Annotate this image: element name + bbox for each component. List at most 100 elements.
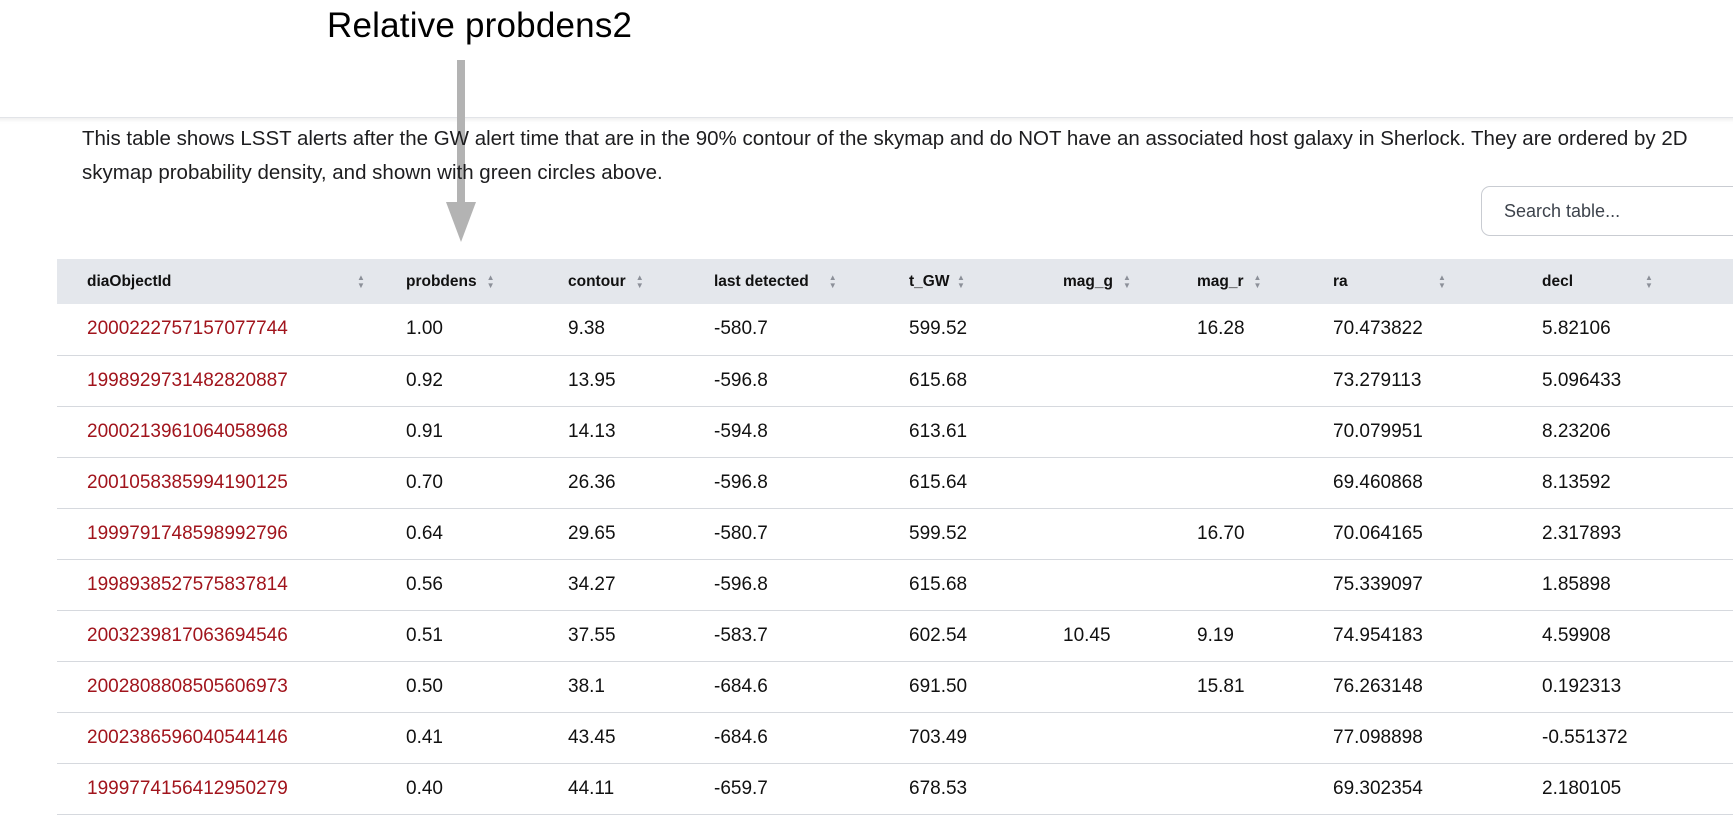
decl-cell: 8.23206 xyxy=(1542,420,1611,442)
last-detected-cell: -684.6 xyxy=(714,675,768,697)
t-gw-cell: 599.52 xyxy=(909,522,968,544)
mag-r-cell xyxy=(1167,457,1303,508)
table-row: 2000213961064058968 0.91 14.13 -594.8 61… xyxy=(57,406,1733,457)
t-gw-cell: 703.49 xyxy=(909,726,968,748)
mag-r-cell: 16.70 xyxy=(1197,522,1245,544)
contour-cell: 37.55 xyxy=(568,624,616,646)
mag-g-cell xyxy=(1033,712,1167,763)
mag-g-cell xyxy=(1033,763,1167,814)
contour-cell: 34.27 xyxy=(568,573,616,595)
table-row: 1999791748598992796 0.64 29.65 -580.7 59… xyxy=(57,508,1733,559)
table-row: 1999774156412950279 0.40 44.11 -659.7 67… xyxy=(57,763,1733,814)
mag-g-cell xyxy=(1033,661,1167,712)
skymap-panel xyxy=(0,0,1733,118)
last-detected-cell: -580.7 xyxy=(714,522,768,544)
column-header-label: probdens xyxy=(406,272,477,290)
ra-cell: 70.473822 xyxy=(1333,318,1423,340)
probdens-cell: 0.40 xyxy=(406,777,443,799)
mag-g-cell xyxy=(1033,304,1167,355)
sort-icon[interactable]: ▲ ▼ xyxy=(1438,272,1446,290)
ra-cell: 70.079951 xyxy=(1333,420,1423,442)
mag-r-cell xyxy=(1167,712,1303,763)
column-header-last-detected[interactable]: last detected ▲ ▼ xyxy=(684,259,879,304)
diaobjectid-cell: 2001058385994190125 xyxy=(57,457,376,508)
diaobjectid-link[interactable]: 2002808808505606973 xyxy=(87,675,288,697)
table-header-row: diaObjectId ▲ ▼ probdens ▲ ▼ contour ▲ ▼ last… xyxy=(57,259,1733,304)
contour-cell: 14.13 xyxy=(568,420,616,442)
decl-cell: 8.13592 xyxy=(1542,471,1611,493)
column-header-decl[interactable]: decl ▲ ▼ xyxy=(1512,259,1733,304)
diaobjectid-link[interactable]: 2000222757157077744 xyxy=(87,318,288,340)
t-gw-cell: 599.52 xyxy=(909,318,968,340)
ra-cell: 74.954183 xyxy=(1333,624,1423,646)
table-row: 2003239817063694546 0.51 37.55 -583.7 60… xyxy=(57,610,1733,661)
diaobjectid-link[interactable]: 1998938527575837814 xyxy=(87,573,288,595)
diaobjectid-link[interactable]: 2001058385994190125 xyxy=(87,471,288,493)
diaobjectid-cell: 1999791748598992796 xyxy=(57,508,376,559)
probdens-cell: 0.92 xyxy=(406,369,443,391)
diaobjectid-cell: 2002386596040544146 xyxy=(57,712,376,763)
alerts-table: diaObjectId ▲ ▼ probdens ▲ ▼ contour ▲ ▼ last… xyxy=(57,259,1733,815)
decl-cell: -0.551372 xyxy=(1542,726,1628,748)
diaobjectid-link[interactable]: 1999774156412950279 xyxy=(87,777,288,799)
sort-icon[interactable]: ▲ ▼ xyxy=(1253,272,1262,290)
mag-r-cell xyxy=(1167,559,1303,610)
sort-icon[interactable]: ▲ ▼ xyxy=(357,272,365,290)
column-header-ra[interactable]: ra ▲ ▼ xyxy=(1303,259,1512,304)
ra-cell: 76.263148 xyxy=(1333,675,1423,697)
sort-icon[interactable]: ▲ ▼ xyxy=(828,272,837,290)
mag-r-cell: 15.81 xyxy=(1197,675,1245,697)
decl-cell: 1.85898 xyxy=(1542,573,1611,595)
search-input[interactable] xyxy=(1481,186,1733,236)
diaobjectid-cell: 2002808808505606973 xyxy=(57,661,376,712)
table-row: 2000222757157077744 1.00 9.38 -580.7 599… xyxy=(57,304,1733,355)
mag-r-cell xyxy=(1167,355,1303,406)
column-header-label: mag_g xyxy=(1063,272,1113,290)
column-header-mag-r[interactable]: mag_r ▲ ▼ xyxy=(1167,259,1303,304)
diaobjectid-link[interactable]: 1999791748598992796 xyxy=(87,522,288,544)
sort-icon[interactable]: ▲ ▼ xyxy=(1645,272,1653,290)
table-row: 1998938527575837814 0.56 34.27 -596.8 61… xyxy=(57,559,1733,610)
diaobjectid-link[interactable]: 2002386596040544146 xyxy=(87,726,288,748)
t-gw-cell: 615.64 xyxy=(909,471,968,493)
diaobjectid-cell: 1998929731482820887 xyxy=(57,355,376,406)
last-detected-cell: -583.7 xyxy=(714,624,768,646)
sort-icon[interactable]: ▲ ▼ xyxy=(486,272,495,290)
contour-cell: 43.45 xyxy=(568,726,616,748)
t-gw-cell: 615.68 xyxy=(909,573,968,595)
mag-r-cell: 9.19 xyxy=(1197,624,1234,646)
decl-cell: 5.82106 xyxy=(1542,318,1611,340)
column-header-label: ra xyxy=(1333,272,1348,290)
annotation-label: Relative probdens2 xyxy=(327,6,633,45)
t-gw-cell: 691.50 xyxy=(909,675,968,697)
column-header-label: contour xyxy=(568,272,626,290)
diaobjectid-link[interactable]: 1998929731482820887 xyxy=(87,369,288,391)
sort-icon[interactable]: ▲ ▼ xyxy=(635,272,644,290)
sort-icon[interactable]: ▲ ▼ xyxy=(957,272,965,290)
diaobjectid-link[interactable]: 2000213961064058968 xyxy=(87,420,288,442)
column-header-label: mag_r xyxy=(1197,272,1244,290)
last-detected-cell: -596.8 xyxy=(714,369,768,391)
last-detected-cell: -659.7 xyxy=(714,777,768,799)
diaobjectid-cell: 1999774156412950279 xyxy=(57,763,376,814)
probdens-cell: 1.00 xyxy=(406,318,443,340)
t-gw-cell: 615.68 xyxy=(909,369,968,391)
ra-cell: 75.339097 xyxy=(1333,573,1423,595)
last-detected-cell: -580.7 xyxy=(714,318,768,340)
contour-cell: 26.36 xyxy=(568,471,616,493)
probdens-cell: 0.91 xyxy=(406,420,443,442)
column-header-contour[interactable]: contour ▲ ▼ xyxy=(538,259,684,304)
diaobjectid-link[interactable]: 2003239817063694546 xyxy=(87,624,288,646)
column-header-t-gw[interactable]: t_GW ▲ ▼ xyxy=(879,259,1033,304)
ra-cell: 77.098898 xyxy=(1333,726,1423,748)
last-detected-cell: -596.8 xyxy=(714,573,768,595)
column-header-mag-g[interactable]: mag_g ▲ ▼ xyxy=(1033,259,1167,304)
column-header-probdens[interactable]: probdens ▲ ▼ xyxy=(376,259,538,304)
sort-icon[interactable]: ▲ ▼ xyxy=(1122,272,1131,290)
table-row: 2002808808505606973 0.50 38.1 -684.6 691… xyxy=(57,661,1733,712)
probdens-cell: 0.64 xyxy=(406,522,443,544)
contour-cell: 29.65 xyxy=(568,522,616,544)
diaobjectid-cell: 2000222757157077744 xyxy=(57,304,376,355)
column-header-diaobjectid[interactable]: diaObjectId ▲ ▼ xyxy=(57,259,376,304)
